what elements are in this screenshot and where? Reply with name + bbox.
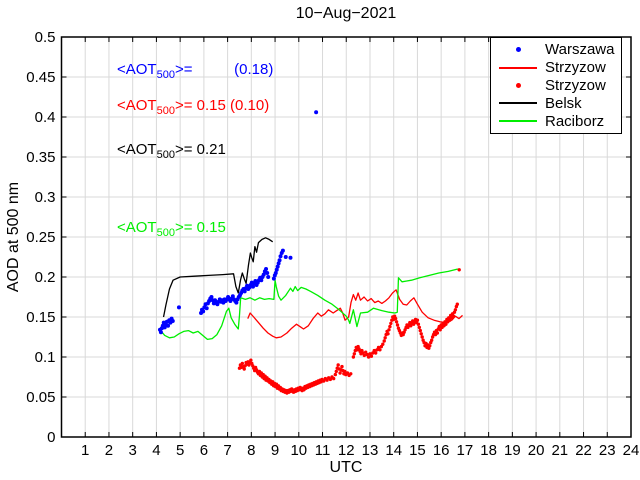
y-tick-label: 0 <box>47 429 55 446</box>
strzyzow-line-marker-icon <box>499 66 537 69</box>
x-tick-label: 4 <box>152 442 160 459</box>
chart-title: 10−Aug−2021 <box>295 5 397 22</box>
y-tick-label: 0.25 <box>26 229 55 246</box>
annotation-subscript: 500 <box>156 149 175 161</box>
legend-entry-raciborz: Raciborz <box>491 112 621 130</box>
warszawa-dot-marker-icon <box>515 47 521 53</box>
legend-label: Warszawa <box>545 41 615 59</box>
legend-label: Strzyzow <box>545 76 606 94</box>
y-tick-label: 0.2 <box>35 269 56 286</box>
x-tick-label: 19 <box>504 442 521 459</box>
x-tick-label: 12 <box>338 442 355 459</box>
series-warszawa-scatter <box>157 110 319 335</box>
x-tick-label: 18 <box>480 442 497 459</box>
x-tick-label: 20 <box>528 442 545 459</box>
x-tick-label: 9 <box>271 442 279 459</box>
annotation-strzyzow-mean: <AOT500>= 0.15 (0.10) <box>117 97 269 117</box>
annotation-subscript: 500 <box>156 227 175 239</box>
x-tick-label: 6 <box>200 442 208 459</box>
annotation-subscript: 500 <box>156 105 175 117</box>
x-tick-label: 24 <box>623 442 640 459</box>
y-tick-label: 0.5 <box>35 29 56 46</box>
x-tick-label: 16 <box>433 442 450 459</box>
series-raciborz-line <box>159 268 458 341</box>
annotation-raciborz-mean: <AOT500>= 0.15 <box>117 219 226 239</box>
legend-entry-warszawa: Warszawa <box>491 41 621 59</box>
legend-label: Raciborz <box>545 112 605 130</box>
annotation-value: >= (0.18) <box>174 61 274 78</box>
legend: Warszawa Strzyzow Strzyzow Belsk Racibor… <box>490 37 622 134</box>
y-tick-label: 0.15 <box>26 309 55 326</box>
x-tick-label: 23 <box>599 442 616 459</box>
x-tick-label: 8 <box>247 442 255 459</box>
annotation-prefix: <AOT <box>117 219 157 236</box>
legend-label: Belsk <box>545 94 582 112</box>
x-tick-label: 14 <box>385 442 402 459</box>
series-belsk-line <box>162 237 274 318</box>
annotation-prefix: <AOT <box>117 61 157 78</box>
y-tick-label: 0.4 <box>35 109 56 126</box>
x-tick-label: 2 <box>105 442 113 459</box>
annotation-prefix: <AOT <box>117 141 157 158</box>
x-tick-label: 10 <box>290 442 307 459</box>
annotation-warszawa-mean: <AOT500>= (0.18) <box>117 61 273 81</box>
annotation-value: >= 0.21 <box>174 141 226 158</box>
y-tick-label: 0.05 <box>26 389 55 406</box>
gridlines <box>61 37 631 437</box>
y-tick-label: 0.35 <box>26 149 55 166</box>
x-tick-label: 7 <box>223 442 231 459</box>
annotation-value: >= 0.15 <box>174 219 226 236</box>
annotation-subscript: 500 <box>156 69 175 81</box>
x-axis-label: UTC <box>329 459 363 476</box>
y-tick-label: 0.3 <box>35 189 56 206</box>
annotation-belsk-mean: <AOT500>= 0.21 <box>117 141 226 161</box>
legend-entry-belsk: Belsk <box>491 94 621 112</box>
axes: 1 2 3 4 5 6 7 8 9 10 11 12 13 14 15 16 17 18 19 20 21 22 23 240… <box>26 29 639 459</box>
y-tick-label: 0.45 <box>26 69 55 86</box>
x-tick-label: 17 <box>457 442 474 459</box>
annotation-prefix: <AOT <box>117 97 157 114</box>
x-tick-label: 3 <box>129 442 137 459</box>
x-tick-label: 22 <box>575 442 592 459</box>
x-tick-label: 21 <box>551 442 568 459</box>
y-axis-label: AOD at 500 nm <box>5 181 22 293</box>
legend-entry-strzyzow-dots: Strzyzow <box>491 77 621 95</box>
legend-entry-strzyzow-line: Strzyzow <box>491 59 621 77</box>
strzyzow-dot-marker-icon <box>515 82 521 88</box>
legend-label: Strzyzow <box>545 59 606 77</box>
y-tick-label: 0.1 <box>35 349 56 366</box>
annotation-value: >= 0.15 (0.10) <box>174 97 270 114</box>
raciborz-line-marker-icon <box>499 120 537 123</box>
x-tick-label: 11 <box>315 442 331 459</box>
x-tick-label: 15 <box>409 442 426 459</box>
series-strzyzow-line <box>247 289 463 339</box>
x-tick-label: 1 <box>81 442 89 459</box>
series-strzyzow-scatter <box>237 268 461 395</box>
x-tick-label: 5 <box>176 442 184 459</box>
x-tick-label: 13 <box>362 442 379 459</box>
belsk-line-marker-icon <box>499 102 537 105</box>
